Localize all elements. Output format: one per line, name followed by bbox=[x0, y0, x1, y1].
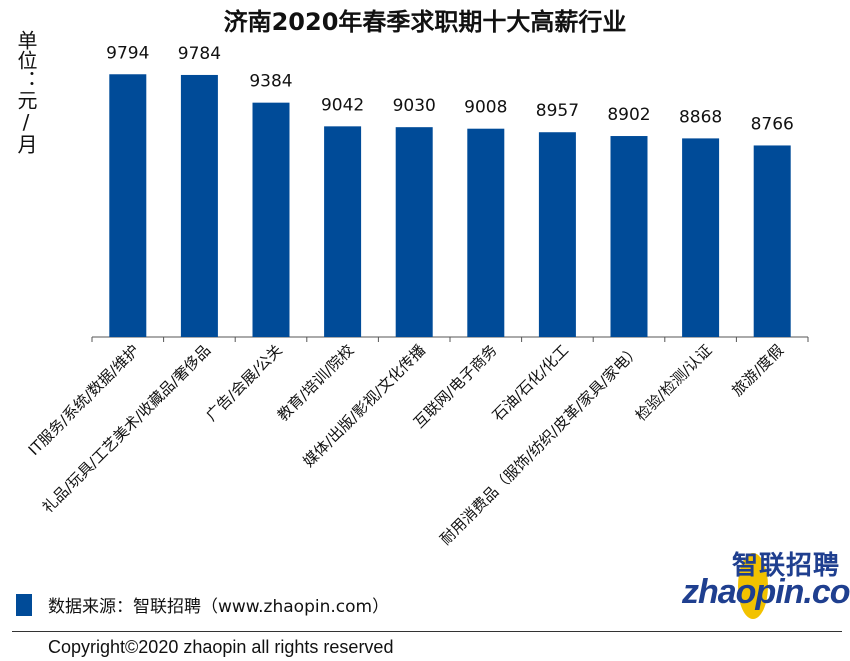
category-label: 检验/检测/认证 bbox=[632, 341, 716, 425]
source-swatch bbox=[16, 593, 32, 616]
bar bbox=[252, 102, 290, 338]
category-label: 旅游/度假 bbox=[728, 341, 787, 400]
bar bbox=[324, 126, 362, 338]
data-label: 9794 bbox=[106, 43, 149, 63]
bar bbox=[109, 74, 147, 337]
data-label: 8957 bbox=[536, 101, 579, 121]
footer-divider bbox=[12, 631, 842, 632]
data-label: 8902 bbox=[607, 105, 650, 125]
zhaopin-logo: 智联招聘 zhaopin.com bbox=[682, 545, 850, 630]
data-label: 9384 bbox=[249, 72, 292, 92]
category-label: 媒体/出版/影视/文化传播 bbox=[300, 341, 430, 471]
data-source: 数据来源：智联招聘（www.zhaopin.com） bbox=[16, 592, 389, 617]
bar bbox=[610, 136, 648, 337]
bar bbox=[467, 128, 505, 337]
bar-chart: 9794IT服务/系统/数据/维护9784礼品/玩具/工艺美术/收藏品/奢侈品9… bbox=[25, 43, 809, 548]
logo-cn-text: 智联招聘 bbox=[731, 551, 840, 581]
y-axis-unit-label: 单位：元/月 bbox=[14, 30, 38, 154]
copyright-text: Copyright©2020 zhaopin all rights reserv… bbox=[48, 637, 394, 657]
logo-en-text: zhaopin.com bbox=[682, 573, 850, 611]
bar bbox=[538, 132, 576, 337]
source-text: 数据来源：智联招聘（www.zhaopin.com） bbox=[48, 597, 390, 617]
data-label: 8868 bbox=[679, 107, 722, 127]
bar bbox=[682, 138, 720, 337]
bar bbox=[753, 145, 791, 337]
bar bbox=[180, 74, 218, 337]
data-label: 9784 bbox=[178, 44, 221, 64]
data-label: 9042 bbox=[321, 95, 364, 115]
data-label: 9008 bbox=[464, 98, 507, 118]
data-label: 9030 bbox=[393, 96, 436, 116]
data-label: 8766 bbox=[751, 114, 794, 134]
bar bbox=[395, 127, 433, 337]
chart-title: 济南2020年春季求职期十大高薪行业 bbox=[223, 8, 627, 36]
